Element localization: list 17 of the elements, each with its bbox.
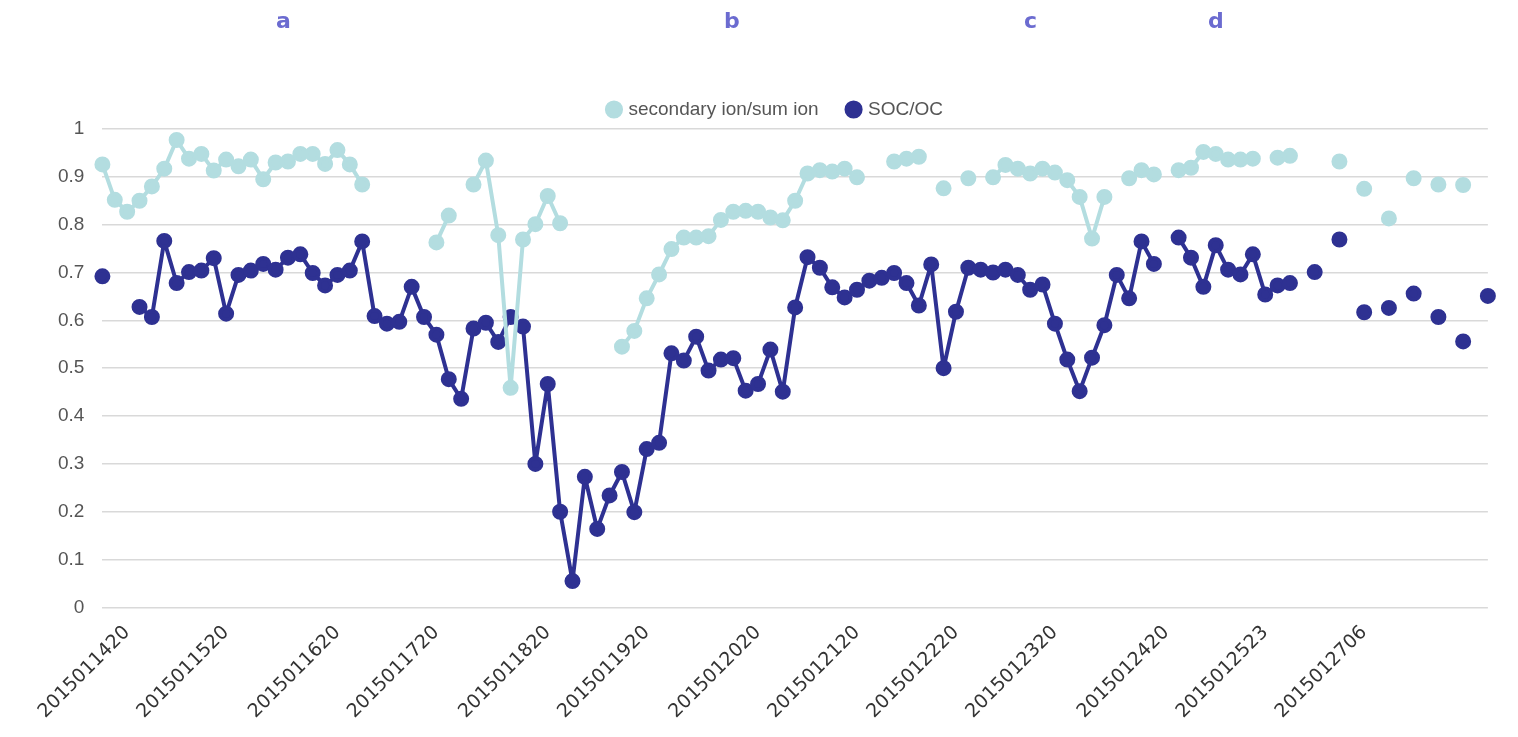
legend-label: SOC/OC [868, 97, 944, 119]
text: b [724, 8, 740, 33]
y-tick-label: 0.3 [57, 452, 85, 474]
y-tick-label: 0.5 [57, 356, 85, 378]
y-tick-label: 0.6 [57, 308, 85, 330]
y-tick-label: 0.4 [57, 404, 85, 426]
y-tick-label: 0 [73, 595, 85, 617]
y-tick-label: 0.1 [57, 547, 85, 569]
y-tick-label: 0.2 [57, 499, 85, 521]
text: d [1208, 8, 1224, 33]
y-tick-label: 0.8 [57, 212, 85, 234]
y-tick-label: 0.7 [57, 260, 85, 282]
text: c [1024, 8, 1038, 33]
y-tick-label: 0.9 [57, 165, 85, 187]
legend-label: secondary ion/sum ion [628, 97, 819, 119]
y-tick-label: 1 [73, 117, 85, 139]
text: a [276, 8, 291, 33]
